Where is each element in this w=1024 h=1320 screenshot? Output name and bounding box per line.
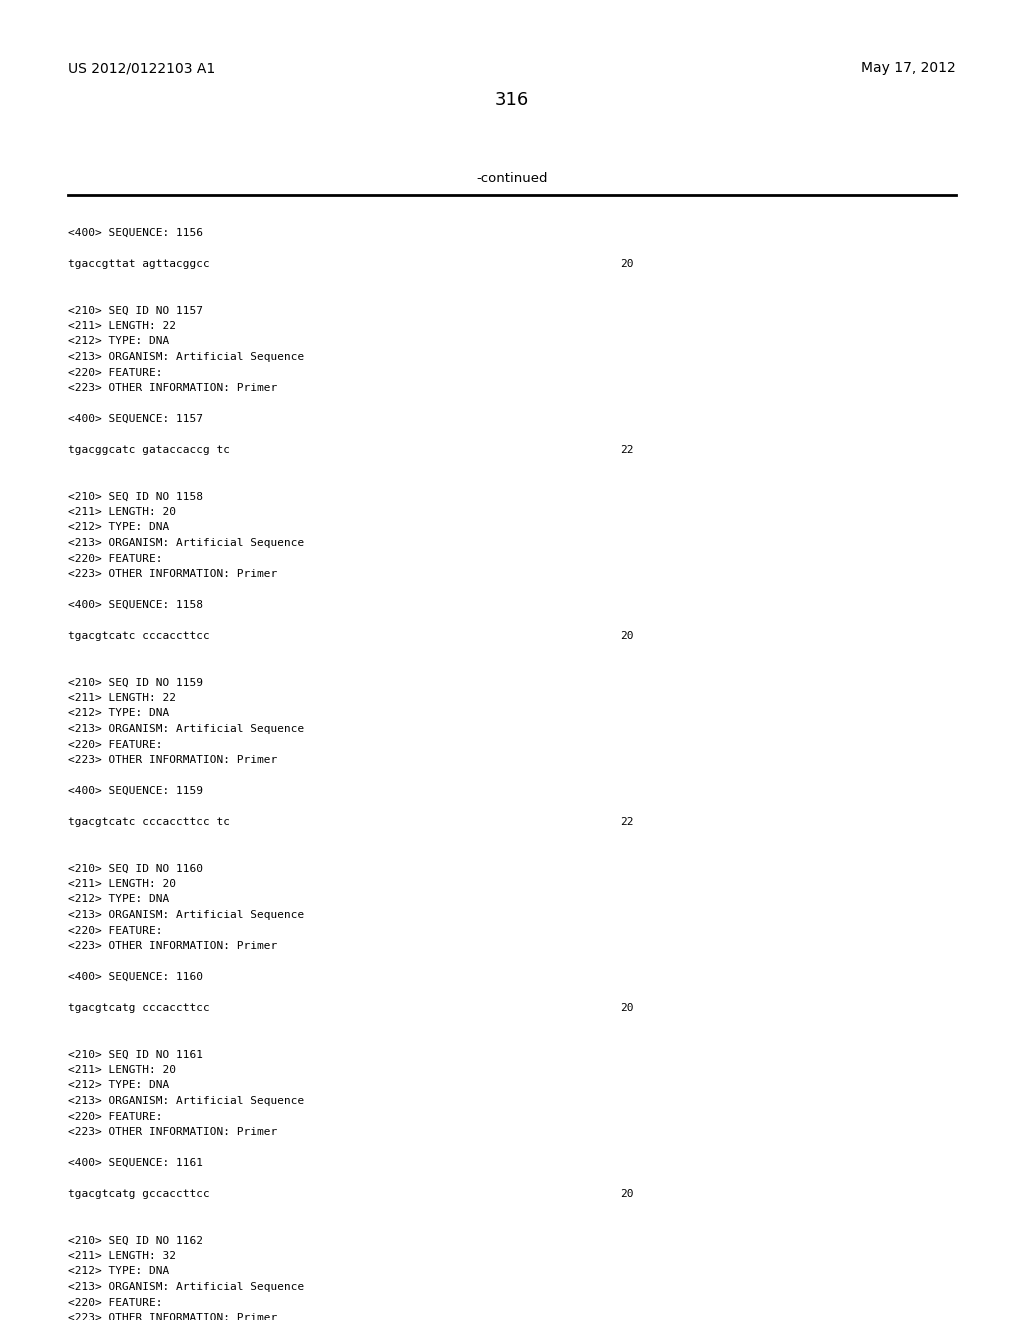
Text: <210> SEQ ID NO 1158: <210> SEQ ID NO 1158 <box>68 491 203 502</box>
Text: 22: 22 <box>620 817 634 828</box>
Text: tgacgtcatc cccaccttcc: tgacgtcatc cccaccttcc <box>68 631 210 642</box>
Text: <220> FEATURE:: <220> FEATURE: <box>68 1111 163 1122</box>
Text: <211> LENGTH: 20: <211> LENGTH: 20 <box>68 879 176 888</box>
Text: <400> SEQUENCE: 1159: <400> SEQUENCE: 1159 <box>68 785 203 796</box>
Text: -continued: -continued <box>476 172 548 185</box>
Text: tgacgtcatc cccaccttcc tc: tgacgtcatc cccaccttcc tc <box>68 817 230 828</box>
Text: <223> OTHER INFORMATION: Primer: <223> OTHER INFORMATION: Primer <box>68 383 278 393</box>
Text: <210> SEQ ID NO 1160: <210> SEQ ID NO 1160 <box>68 863 203 874</box>
Text: <220> FEATURE:: <220> FEATURE: <box>68 739 163 750</box>
Text: <400> SEQUENCE: 1158: <400> SEQUENCE: 1158 <box>68 601 203 610</box>
Text: <210> SEQ ID NO 1157: <210> SEQ ID NO 1157 <box>68 305 203 315</box>
Text: 20: 20 <box>620 1003 634 1012</box>
Text: <212> TYPE: DNA: <212> TYPE: DNA <box>68 1081 169 1090</box>
Text: 20: 20 <box>620 1189 634 1199</box>
Text: <220> FEATURE:: <220> FEATURE: <box>68 553 163 564</box>
Text: <220> FEATURE:: <220> FEATURE: <box>68 925 163 936</box>
Text: 20: 20 <box>620 259 634 269</box>
Text: 22: 22 <box>620 445 634 455</box>
Text: <212> TYPE: DNA: <212> TYPE: DNA <box>68 337 169 346</box>
Text: <212> TYPE: DNA: <212> TYPE: DNA <box>68 895 169 904</box>
Text: <213> ORGANISM: Artificial Sequence: <213> ORGANISM: Artificial Sequence <box>68 352 304 362</box>
Text: <213> ORGANISM: Artificial Sequence: <213> ORGANISM: Artificial Sequence <box>68 723 304 734</box>
Text: <212> TYPE: DNA: <212> TYPE: DNA <box>68 1266 169 1276</box>
Text: <211> LENGTH: 20: <211> LENGTH: 20 <box>68 507 176 517</box>
Text: <400> SEQUENCE: 1161: <400> SEQUENCE: 1161 <box>68 1158 203 1168</box>
Text: <211> LENGTH: 22: <211> LENGTH: 22 <box>68 693 176 704</box>
Text: US 2012/0122103 A1: US 2012/0122103 A1 <box>68 61 215 75</box>
Text: <223> OTHER INFORMATION: Primer: <223> OTHER INFORMATION: Primer <box>68 755 278 766</box>
Text: <210> SEQ ID NO 1162: <210> SEQ ID NO 1162 <box>68 1236 203 1246</box>
Text: May 17, 2012: May 17, 2012 <box>861 61 956 75</box>
Text: <211> LENGTH: 22: <211> LENGTH: 22 <box>68 321 176 331</box>
Text: <210> SEQ ID NO 1161: <210> SEQ ID NO 1161 <box>68 1049 203 1060</box>
Text: tgacggcatc gataccaccg tc: tgacggcatc gataccaccg tc <box>68 445 230 455</box>
Text: tgacgtcatg gccaccttcc: tgacgtcatg gccaccttcc <box>68 1189 210 1199</box>
Text: <220> FEATURE:: <220> FEATURE: <box>68 367 163 378</box>
Text: <211> LENGTH: 32: <211> LENGTH: 32 <box>68 1251 176 1261</box>
Text: tgacgtcatg cccaccttcc: tgacgtcatg cccaccttcc <box>68 1003 210 1012</box>
Text: 316: 316 <box>495 91 529 110</box>
Text: <400> SEQUENCE: 1157: <400> SEQUENCE: 1157 <box>68 414 203 424</box>
Text: <220> FEATURE:: <220> FEATURE: <box>68 1298 163 1308</box>
Text: <223> OTHER INFORMATION: Primer: <223> OTHER INFORMATION: Primer <box>68 569 278 579</box>
Text: tgaccgttat agttacggcc: tgaccgttat agttacggcc <box>68 259 210 269</box>
Text: <212> TYPE: DNA: <212> TYPE: DNA <box>68 523 169 532</box>
Text: 20: 20 <box>620 631 634 642</box>
Text: <223> OTHER INFORMATION: Primer: <223> OTHER INFORMATION: Primer <box>68 1127 278 1137</box>
Text: <212> TYPE: DNA: <212> TYPE: DNA <box>68 709 169 718</box>
Text: <210> SEQ ID NO 1159: <210> SEQ ID NO 1159 <box>68 677 203 688</box>
Text: <400> SEQUENCE: 1160: <400> SEQUENCE: 1160 <box>68 972 203 982</box>
Text: <223> OTHER INFORMATION: Primer: <223> OTHER INFORMATION: Primer <box>68 941 278 950</box>
Text: <400> SEQUENCE: 1156: <400> SEQUENCE: 1156 <box>68 228 203 238</box>
Text: <213> ORGANISM: Artificial Sequence: <213> ORGANISM: Artificial Sequence <box>68 1096 304 1106</box>
Text: <213> ORGANISM: Artificial Sequence: <213> ORGANISM: Artificial Sequence <box>68 909 304 920</box>
Text: <211> LENGTH: 20: <211> LENGTH: 20 <box>68 1065 176 1074</box>
Text: <223> OTHER INFORMATION: Primer: <223> OTHER INFORMATION: Primer <box>68 1313 278 1320</box>
Text: <213> ORGANISM: Artificial Sequence: <213> ORGANISM: Artificial Sequence <box>68 1282 304 1292</box>
Text: <213> ORGANISM: Artificial Sequence: <213> ORGANISM: Artificial Sequence <box>68 539 304 548</box>
